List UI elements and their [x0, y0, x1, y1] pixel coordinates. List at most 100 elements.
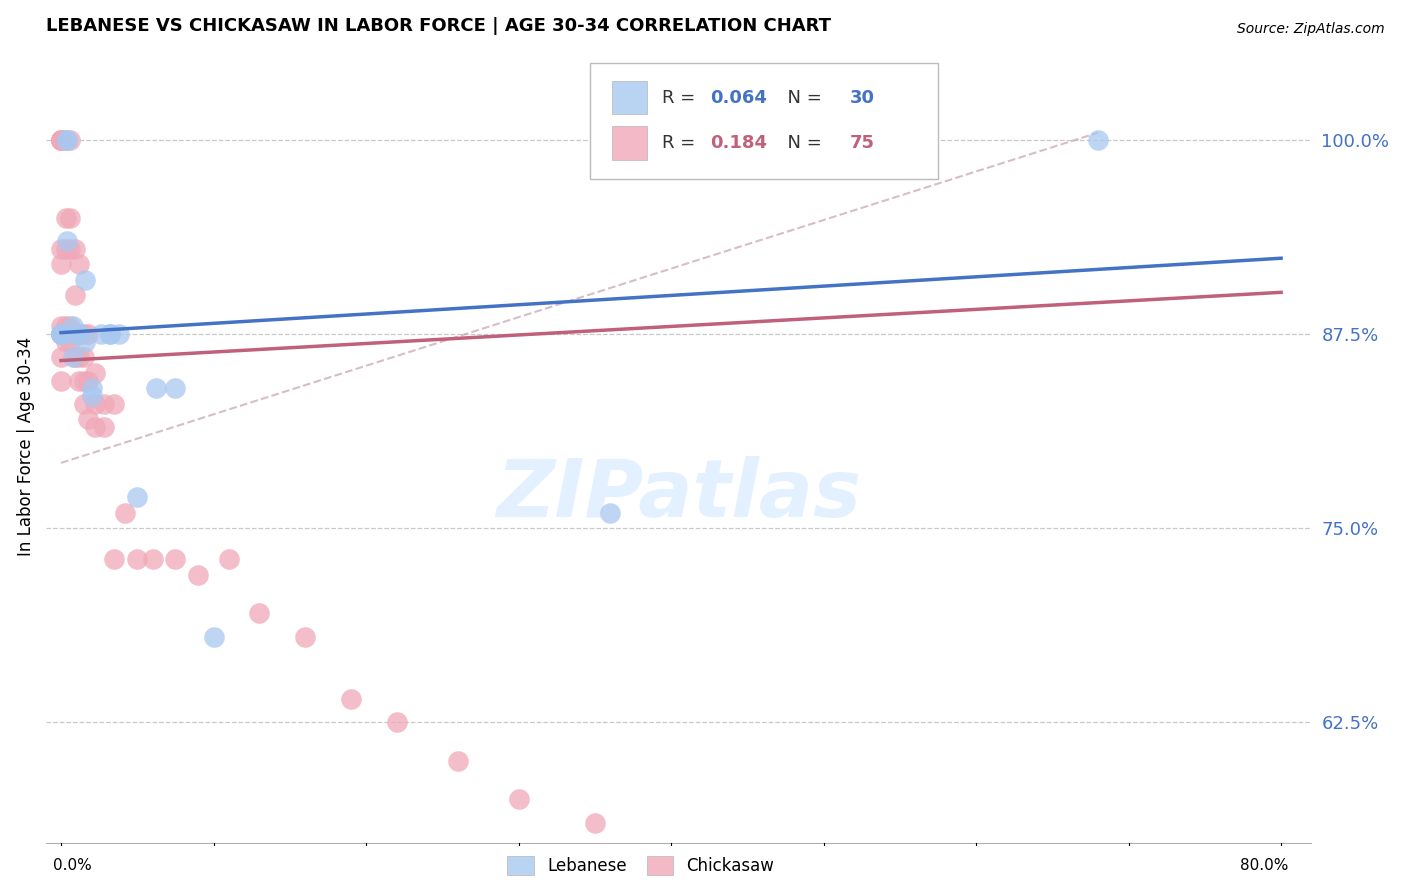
Point	[67, 327, 90, 342]
Text: 0.184: 0.184	[710, 134, 768, 153]
Point	[80, 381, 103, 395]
Point	[83, 420, 105, 434]
Point	[55, 133, 77, 147]
Point	[103, 552, 125, 566]
Point	[73, 351, 96, 365]
Point	[247, 607, 270, 621]
Text: N =: N =	[776, 88, 828, 107]
Point	[49, 327, 72, 342]
Point	[165, 381, 187, 395]
Point	[56, 133, 79, 147]
Point	[49, 327, 72, 342]
Y-axis label: In Labor Force | Age 30-34: In Labor Force | Age 30-34	[17, 337, 35, 557]
Point	[59, 242, 82, 256]
Point	[93, 397, 115, 411]
Point	[62, 319, 84, 334]
Point	[67, 374, 90, 388]
Point	[49, 257, 72, 271]
Text: ZIPatlas: ZIPatlas	[496, 456, 862, 533]
Point	[59, 319, 82, 334]
Point	[103, 397, 125, 411]
Point	[80, 389, 103, 403]
Point	[49, 327, 72, 342]
Text: 0.0%: 0.0%	[53, 858, 93, 873]
Point	[56, 234, 79, 248]
Point	[108, 327, 131, 342]
Point	[508, 792, 530, 806]
Point	[55, 334, 77, 349]
Point	[73, 374, 96, 388]
Point	[83, 366, 105, 380]
Point	[77, 412, 100, 426]
Legend: Lebanese, Chickasaw: Lebanese, Chickasaw	[501, 849, 782, 881]
Point	[1087, 133, 1109, 147]
Point	[294, 630, 316, 644]
Point	[67, 327, 90, 342]
Point	[59, 133, 82, 147]
Point	[55, 211, 77, 225]
Point	[62, 351, 84, 365]
Point	[599, 506, 621, 520]
Point	[49, 133, 72, 147]
Point	[55, 242, 77, 256]
Point	[49, 351, 72, 365]
Point	[446, 754, 468, 768]
Point	[75, 273, 97, 287]
Point	[75, 334, 97, 349]
Text: R =: R =	[662, 134, 707, 153]
Point	[59, 211, 82, 225]
Point	[202, 630, 225, 644]
Point	[218, 552, 240, 566]
Point	[583, 815, 606, 830]
Point	[67, 257, 90, 271]
Point	[49, 327, 72, 342]
Text: 0.064: 0.064	[710, 88, 768, 107]
Point	[73, 327, 96, 342]
Point	[127, 552, 149, 566]
Text: 75: 75	[849, 134, 875, 153]
Point	[93, 420, 115, 434]
Point	[63, 327, 86, 342]
Point	[55, 319, 77, 334]
Point	[49, 327, 72, 342]
Point	[49, 133, 72, 147]
Point	[63, 288, 86, 302]
Point	[114, 506, 136, 520]
Text: R =: R =	[662, 88, 702, 107]
Point	[49, 242, 72, 256]
Point	[49, 133, 72, 147]
Point	[63, 351, 86, 365]
Point	[49, 319, 72, 334]
Point	[73, 397, 96, 411]
Point	[49, 327, 72, 342]
Text: Source: ZipAtlas.com: Source: ZipAtlas.com	[1237, 22, 1385, 37]
Point	[59, 334, 82, 349]
Bar	[612, 81, 647, 114]
Point	[145, 381, 167, 395]
Text: LEBANESE VS CHICKASAW IN LABOR FORCE | AGE 30-34 CORRELATION CHART: LEBANESE VS CHICKASAW IN LABOR FORCE | A…	[46, 17, 831, 35]
Point	[77, 374, 100, 388]
Point	[165, 552, 187, 566]
Point	[385, 714, 408, 729]
Text: 30: 30	[849, 88, 875, 107]
Point	[187, 567, 209, 582]
Bar	[612, 127, 647, 160]
Point	[49, 327, 72, 342]
Point	[63, 242, 86, 256]
Point	[67, 327, 90, 342]
Point	[141, 552, 163, 566]
FancyBboxPatch shape	[591, 63, 938, 179]
Point	[49, 327, 72, 342]
Point	[77, 327, 100, 342]
Text: 80.0%: 80.0%	[1240, 858, 1289, 873]
Point	[83, 397, 105, 411]
Point	[56, 133, 79, 147]
Point	[62, 327, 84, 342]
Point	[90, 327, 112, 342]
Point	[127, 490, 149, 504]
Text: N =: N =	[776, 134, 828, 153]
Point	[49, 133, 72, 147]
Point	[98, 327, 121, 342]
Point	[49, 374, 72, 388]
Point	[340, 691, 363, 706]
